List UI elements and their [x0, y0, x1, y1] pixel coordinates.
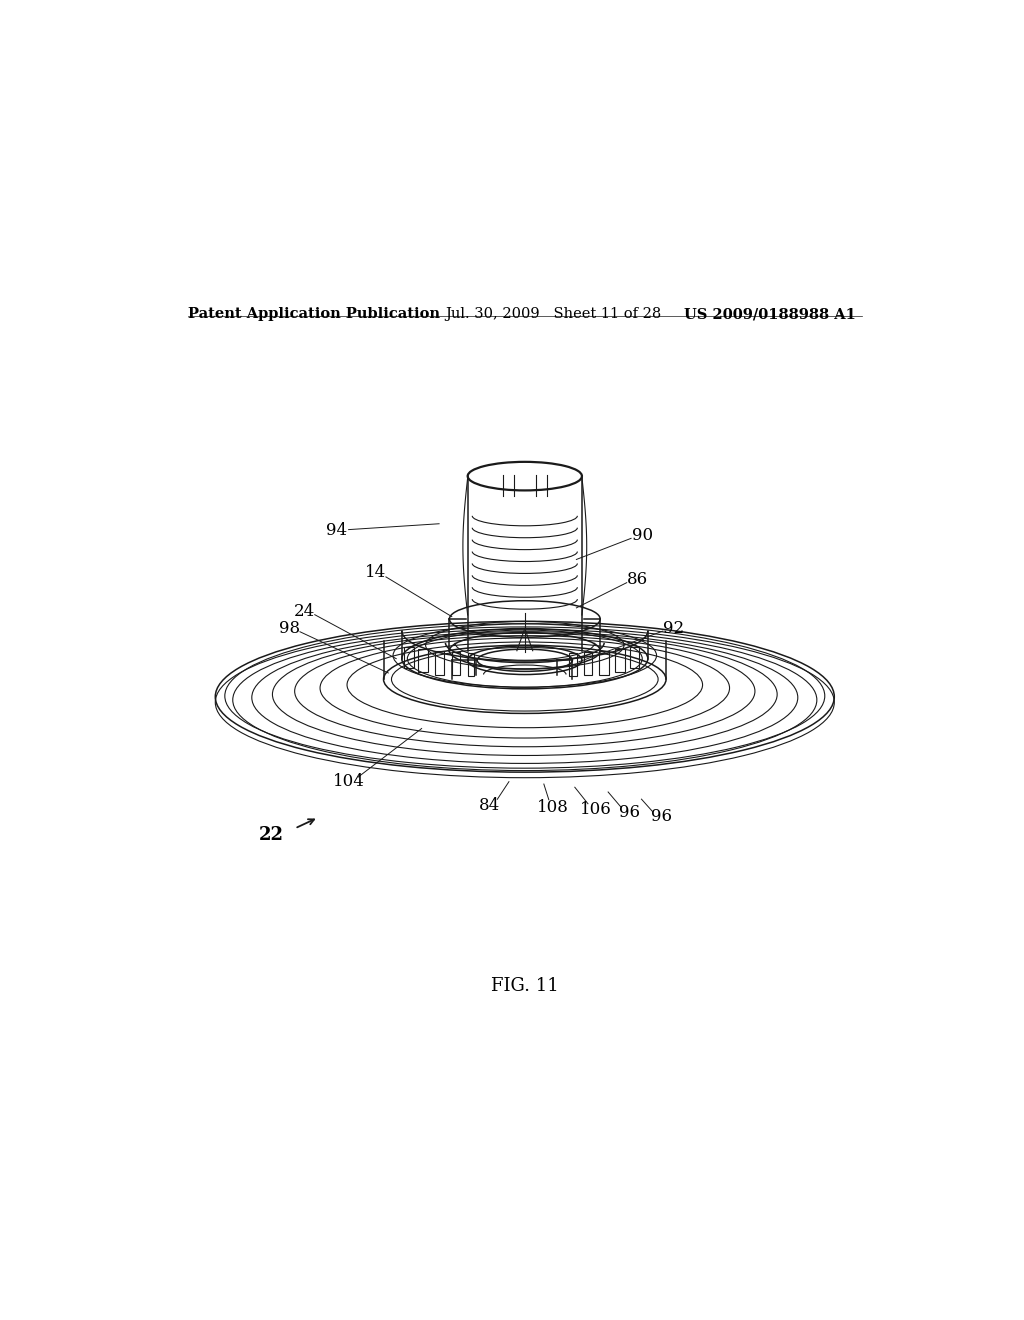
Text: 104: 104: [333, 774, 365, 791]
Text: 108: 108: [538, 799, 569, 816]
Text: 106: 106: [581, 801, 612, 818]
Bar: [435, 651, 443, 675]
Bar: [599, 651, 609, 675]
Bar: [468, 653, 474, 676]
Bar: [569, 653, 578, 676]
Text: 96: 96: [620, 804, 640, 821]
Text: 24: 24: [294, 602, 314, 619]
Text: Jul. 30, 2009   Sheet 11 of 28: Jul. 30, 2009 Sheet 11 of 28: [445, 308, 662, 321]
Text: US 2009/0188988 A1: US 2009/0188988 A1: [684, 308, 855, 321]
Text: 14: 14: [365, 565, 386, 581]
Text: 86: 86: [627, 570, 648, 587]
Text: 96: 96: [651, 808, 672, 825]
Bar: [630, 647, 639, 668]
Text: Patent Application Publication: Patent Application Publication: [187, 308, 439, 321]
Text: FIG. 11: FIG. 11: [490, 977, 559, 995]
Bar: [404, 647, 414, 668]
Bar: [584, 652, 592, 676]
Text: 22: 22: [259, 826, 284, 843]
Text: 92: 92: [664, 620, 685, 638]
Bar: [615, 649, 625, 672]
Text: 98: 98: [279, 620, 300, 638]
Bar: [452, 652, 460, 676]
Bar: [419, 649, 428, 672]
Text: 90: 90: [632, 527, 653, 544]
Text: 94: 94: [327, 521, 347, 539]
Text: 84: 84: [479, 797, 501, 814]
